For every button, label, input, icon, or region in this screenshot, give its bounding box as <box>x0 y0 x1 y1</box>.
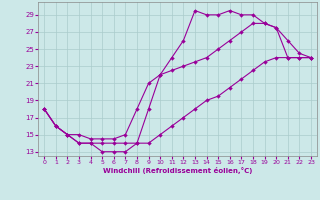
X-axis label: Windchill (Refroidissement éolien,°C): Windchill (Refroidissement éolien,°C) <box>103 167 252 174</box>
